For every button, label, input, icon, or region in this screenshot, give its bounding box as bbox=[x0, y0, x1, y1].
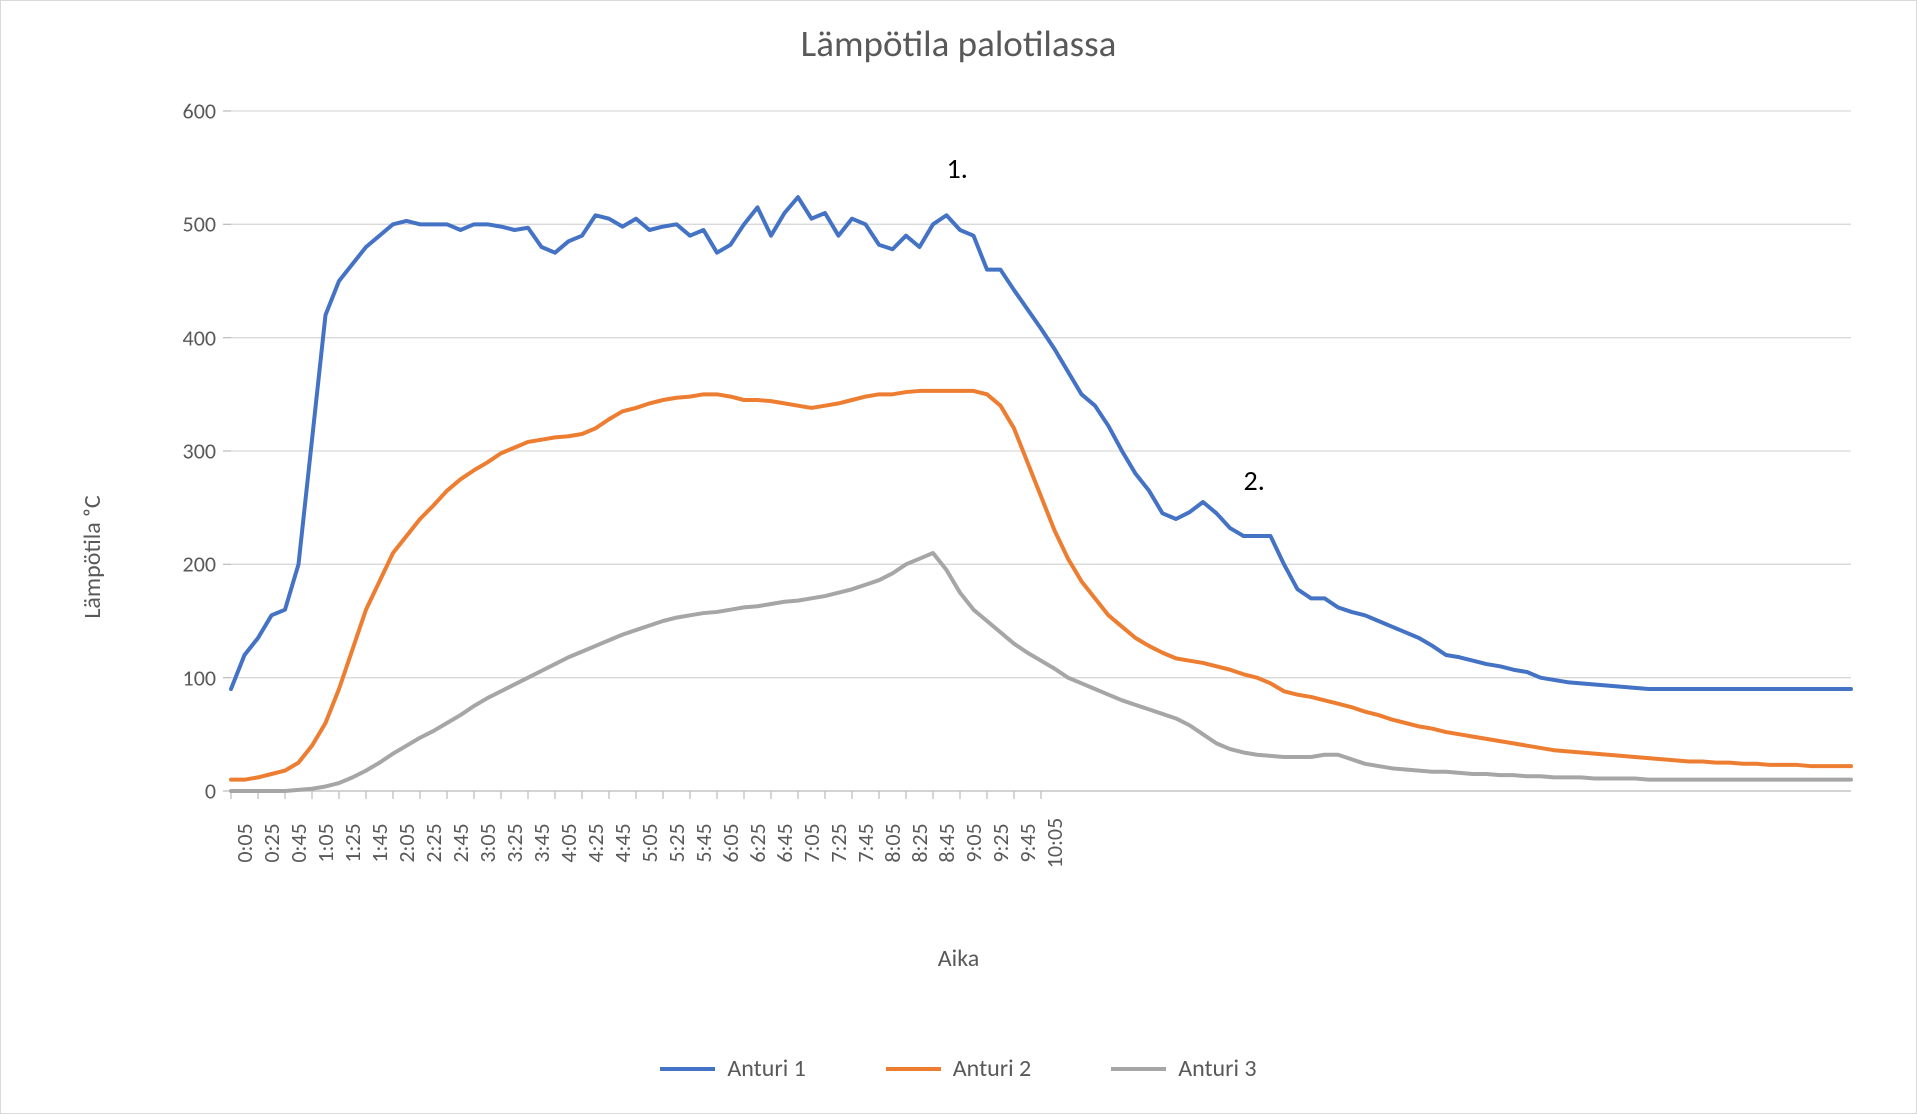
y-tick-label: 500 bbox=[136, 211, 216, 238]
legend-swatch bbox=[886, 1067, 941, 1071]
x-tick-label: 8:05 bbox=[879, 823, 906, 862]
x-tick-label: 8:25 bbox=[906, 823, 933, 862]
annotation-label: 1. bbox=[947, 151, 968, 186]
x-tick-label: 0:05 bbox=[231, 823, 258, 862]
x-tick-label: 7:05 bbox=[798, 823, 825, 862]
y-tick-label: 600 bbox=[136, 98, 216, 125]
x-tick-label: 1:05 bbox=[312, 823, 339, 862]
x-tick-label: 2:25 bbox=[420, 823, 447, 862]
legend-item: Anturi 1 bbox=[660, 1054, 805, 1083]
x-tick-label: 7:25 bbox=[825, 823, 852, 862]
x-tick-label: 5:05 bbox=[636, 823, 663, 862]
x-tick-label: 6:45 bbox=[771, 823, 798, 862]
x-tick-label: 10:05 bbox=[1041, 818, 1068, 869]
x-tick-label: 3:25 bbox=[501, 823, 528, 862]
series-line bbox=[231, 391, 1851, 780]
legend-label: Anturi 1 bbox=[727, 1054, 805, 1083]
legend-swatch bbox=[1111, 1067, 1166, 1071]
annotation-label: 2. bbox=[1244, 463, 1265, 498]
y-tick-label: 100 bbox=[136, 664, 216, 691]
legend-item: Anturi 3 bbox=[1111, 1054, 1256, 1083]
x-tick-label: 1:45 bbox=[366, 823, 393, 862]
x-tick-label: 9:05 bbox=[960, 823, 987, 862]
legend-swatch bbox=[660, 1067, 715, 1071]
y-tick-label: 300 bbox=[136, 438, 216, 465]
x-tick-label: 5:25 bbox=[663, 823, 690, 862]
chart-container: Lämpötila palotilassa Lämpötila ᵒC Aika … bbox=[0, 0, 1917, 1114]
y-axis-title: Lämpötila ᵒC bbox=[78, 495, 107, 618]
plot-svg bbox=[231, 111, 1851, 791]
x-axis-title: Aika bbox=[1, 944, 1916, 973]
x-tick-label: 9:45 bbox=[1014, 823, 1041, 862]
legend-item: Anturi 2 bbox=[886, 1054, 1031, 1083]
series-line bbox=[231, 197, 1851, 689]
x-tick-label: 6:25 bbox=[744, 823, 771, 862]
x-tick-label: 4:45 bbox=[609, 823, 636, 862]
x-tick-label: 2:45 bbox=[447, 823, 474, 862]
x-tick-label: 4:05 bbox=[555, 823, 582, 862]
plot-area bbox=[231, 111, 1851, 791]
legend: Anturi 1 Anturi 2 Anturi 3 bbox=[1, 1054, 1916, 1083]
x-tick-label: 6:05 bbox=[717, 823, 744, 862]
x-tick-label: 3:45 bbox=[528, 823, 555, 862]
x-tick-label: 0:25 bbox=[258, 823, 285, 862]
y-tick-label: 400 bbox=[136, 324, 216, 351]
x-tick-label: 9:25 bbox=[987, 823, 1014, 862]
chart-title: Lämpötila palotilassa bbox=[1, 21, 1916, 66]
y-tick-label: 200 bbox=[136, 551, 216, 578]
x-tick-label: 7:45 bbox=[852, 823, 879, 862]
x-tick-label: 1:25 bbox=[339, 823, 366, 862]
x-tick-label: 3:05 bbox=[474, 823, 501, 862]
x-tick-label: 4:25 bbox=[582, 823, 609, 862]
x-tick-label: 5:45 bbox=[690, 823, 717, 862]
x-tick-label: 8:45 bbox=[933, 823, 960, 862]
x-tick-label: 0:45 bbox=[285, 823, 312, 862]
legend-label: Anturi 3 bbox=[1178, 1054, 1256, 1083]
y-tick-label: 0 bbox=[136, 778, 216, 805]
legend-label: Anturi 2 bbox=[953, 1054, 1031, 1083]
x-tick-label: 2:05 bbox=[393, 823, 420, 862]
